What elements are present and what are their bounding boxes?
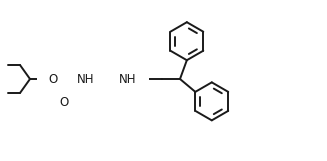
Text: O: O <box>48 72 58 85</box>
Text: NH: NH <box>77 72 95 85</box>
Text: O: O <box>60 95 69 109</box>
Text: NH: NH <box>119 72 137 85</box>
